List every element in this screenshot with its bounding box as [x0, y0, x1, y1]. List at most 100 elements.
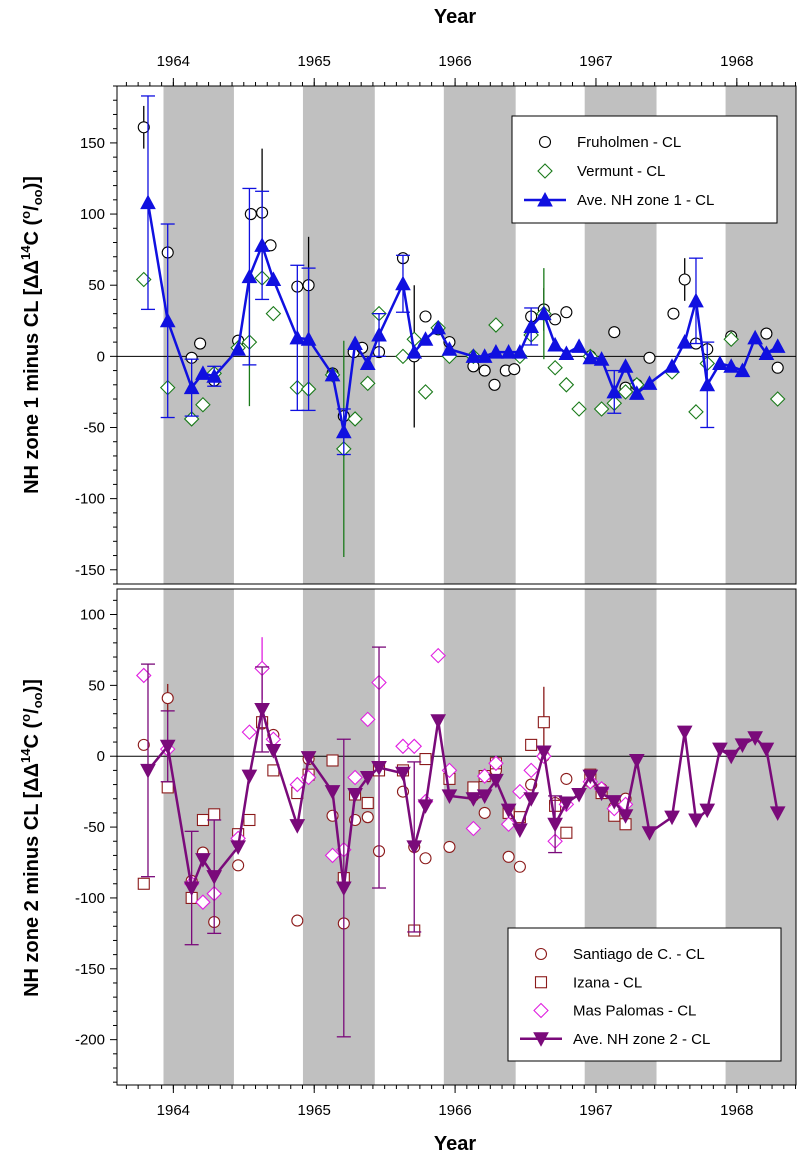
- data-point: [723, 331, 739, 348]
- shaded-band: [302, 86, 375, 584]
- data-point: [254, 702, 270, 718]
- data-point: [359, 711, 376, 728]
- x-tick-label: 1968: [720, 1102, 753, 1119]
- data-point: [159, 312, 176, 328]
- data-point: [617, 809, 634, 824]
- shaded-band: [163, 589, 234, 1085]
- data-point: [430, 647, 446, 664]
- data-point: [664, 358, 680, 373]
- y-axis-title-1-text: NH zone 1 minus CL [ΔΔ14C (o/oo)]: [18, 176, 45, 494]
- data-point: [688, 813, 704, 829]
- y-tick-label: 0: [97, 348, 105, 365]
- x-tick-label: 1965: [298, 53, 331, 70]
- axis-title-x-bottom: Year: [434, 1133, 476, 1155]
- data-point: [361, 796, 374, 810]
- data-point: [324, 366, 341, 382]
- data-point: [536, 745, 552, 761]
- data-point: [265, 744, 282, 759]
- data-point: [395, 738, 411, 755]
- data-point: [643, 351, 656, 364]
- data-point: [465, 792, 482, 807]
- data-point: [769, 391, 786, 407]
- data-point: [359, 355, 376, 370]
- data-point: [560, 826, 573, 839]
- data-point: [571, 787, 587, 803]
- plot-layer: 150 100 50 0 -50 -100 -150 1964 1965 1966 1967 1968…: [75, 53, 797, 1119]
- data-point: [536, 305, 552, 321]
- data-point: [617, 384, 634, 400]
- legend-marker: [537, 191, 553, 207]
- data-point: [419, 852, 432, 865]
- legend-box: [511, 115, 778, 224]
- legend-marker: [533, 1032, 549, 1047]
- data-point: [558, 345, 575, 360]
- data-point: [512, 344, 528, 359]
- data-point: [395, 348, 411, 365]
- data-point: [335, 423, 352, 439]
- legend-2: Santiago de C. - CL Izana - CL Mas Palomas…: [507, 927, 782, 1062]
- data-point: [769, 338, 786, 353]
- data-point: [183, 881, 200, 897]
- data-point: [359, 375, 376, 392]
- data-point: [467, 781, 480, 794]
- data-point: [525, 738, 538, 751]
- data-point: [508, 363, 521, 376]
- data-point: [723, 358, 740, 373]
- data-point: [230, 341, 246, 356]
- data-point: [465, 348, 482, 363]
- y-axis-title-2-text: NH zone 2 minus CL [ΔΔ14C (o/oo)]: [18, 679, 45, 997]
- data-point: [606, 795, 623, 810]
- y-tick-label: -100: [75, 890, 105, 907]
- data-point: [243, 813, 256, 827]
- data-point: [769, 806, 786, 821]
- data-point: [758, 742, 775, 758]
- data-point: [140, 763, 156, 779]
- data-point: [361, 811, 374, 824]
- data-point: [419, 753, 432, 766]
- data-point: [230, 840, 246, 855]
- data-point: [628, 385, 645, 400]
- y-tick-label: -200: [75, 1032, 105, 1049]
- plot-frame: [116, 85, 797, 585]
- data-point: [582, 349, 599, 365]
- data-point: [582, 769, 599, 785]
- x-tick-label: 1966: [438, 53, 471, 70]
- data-point: [161, 692, 174, 705]
- data-point: [335, 881, 352, 897]
- x-tick-label: 1968: [720, 53, 753, 70]
- data-point: [488, 773, 504, 789]
- data-point: [676, 725, 693, 741]
- data-point: [628, 753, 645, 769]
- data-point: [500, 803, 517, 819]
- data-point: [617, 358, 634, 373]
- legend-marker: [538, 135, 552, 149]
- data-point: [443, 840, 456, 853]
- data-point: [593, 786, 610, 802]
- data-point: [289, 819, 306, 834]
- data-point: [140, 194, 156, 210]
- data-point: [194, 337, 207, 350]
- data-point: [195, 894, 211, 910]
- data-point: [183, 379, 200, 395]
- data-point: [206, 368, 223, 383]
- data-point: [406, 344, 423, 359]
- data-point: [571, 338, 587, 353]
- data-point: [641, 826, 658, 841]
- data-point: [208, 808, 221, 821]
- data-point: [465, 820, 482, 837]
- data-point: [512, 823, 528, 838]
- data-point: [593, 351, 610, 366]
- data-point: [664, 810, 680, 826]
- y-tick-label: 100: [80, 206, 105, 223]
- data-point: [758, 345, 775, 360]
- y-tick-label: 50: [88, 677, 105, 694]
- series-1-3: [140, 95, 786, 456]
- legend-1: Fruholmen - CL Vermunt - CL Ave. NH zone 1…: [511, 115, 778, 224]
- data-point: [135, 667, 152, 684]
- y-tick-label: -50: [83, 819, 105, 836]
- data-point: [688, 404, 704, 420]
- y-tick-label: 100: [80, 607, 105, 624]
- legend-label: Vermunt - CL: [577, 163, 665, 180]
- data-point: [419, 310, 432, 323]
